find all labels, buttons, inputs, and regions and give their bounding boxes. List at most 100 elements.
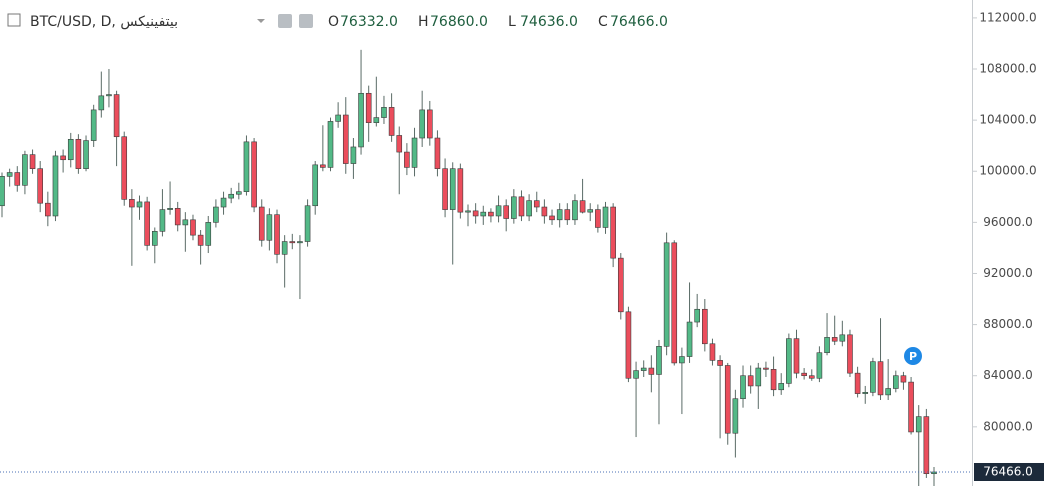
candle-body <box>465 210 471 213</box>
candle-body <box>816 352 823 379</box>
candle-body <box>617 257 624 313</box>
candle-body <box>335 114 341 122</box>
candle-body <box>763 367 769 370</box>
candle-body <box>694 308 700 323</box>
candle-body <box>37 168 43 204</box>
candle-body <box>0 176 5 207</box>
candle-body <box>434 137 441 169</box>
candle-body <box>113 94 120 138</box>
candle-body <box>709 343 716 361</box>
ohlc-value: 76332.0 <box>340 14 398 30</box>
marker[interactable] <box>904 347 922 365</box>
candle-body <box>526 200 532 217</box>
ohlc-key: O <box>328 14 339 30</box>
candle-body <box>220 197 227 208</box>
eye-icon[interactable] <box>278 14 292 28</box>
candle-body <box>167 208 173 210</box>
y-tick-label: 92000.0 <box>983 266 1033 280</box>
candle-body <box>877 361 884 396</box>
y-tick-label: 104000.0 <box>979 113 1036 127</box>
candle-body <box>579 200 586 213</box>
candle-body <box>182 219 189 226</box>
candle-body <box>495 205 502 217</box>
candle-body <box>572 200 578 221</box>
candle-body <box>931 471 937 475</box>
candle-body <box>67 138 74 161</box>
candle-body <box>732 398 739 434</box>
y-tick-label: 80000.0 <box>983 419 1033 433</box>
candle-body <box>159 209 166 232</box>
candle-body <box>541 206 548 217</box>
candle-body <box>281 241 288 255</box>
collapse-icon[interactable] <box>7 13 21 27</box>
y-tick-label: 100000.0 <box>979 164 1036 178</box>
candle-body <box>22 154 28 186</box>
candle-body <box>121 136 128 200</box>
candle-body <box>908 381 914 433</box>
candle-body <box>327 121 334 168</box>
candle-body <box>14 172 21 186</box>
candle-body <box>427 109 433 139</box>
candle-body <box>52 155 59 217</box>
candle-body <box>778 383 785 391</box>
candle-body <box>274 214 280 255</box>
candle-body <box>808 375 815 379</box>
candle-body <box>533 200 540 208</box>
candle-body <box>633 370 639 379</box>
candle-body <box>549 215 555 221</box>
candle-body <box>885 388 891 396</box>
dropdown-icon[interactable] <box>257 19 265 23</box>
candle-body <box>839 334 846 342</box>
candle-body <box>90 109 97 141</box>
candle-body <box>144 201 150 246</box>
candle-body <box>900 375 907 383</box>
candle-body <box>136 201 143 208</box>
ohlc-key: L <box>508 14 516 30</box>
candle-body <box>671 242 678 364</box>
candle-body <box>656 346 662 375</box>
candle-body <box>702 308 708 345</box>
candle-body <box>60 155 66 161</box>
candle-body <box>350 146 357 164</box>
ohlc-value: 76860.0 <box>430 14 488 30</box>
candle-body <box>243 141 250 192</box>
candle-body <box>640 367 647 371</box>
candle-body <box>755 367 762 387</box>
candle-body <box>847 334 853 374</box>
candle-body <box>625 311 632 379</box>
candle-body <box>251 141 257 208</box>
candle-body <box>862 392 869 394</box>
candle-body <box>503 205 509 219</box>
candle-body <box>236 191 242 195</box>
y-tick-label: 96000.0 <box>983 215 1033 229</box>
candle-body <box>793 338 800 374</box>
candle-body <box>411 137 418 168</box>
candle-body <box>213 206 219 223</box>
candle-body <box>205 222 212 246</box>
candle-body <box>342 114 349 164</box>
candle-body <box>404 151 410 168</box>
settings-icon[interactable] <box>299 14 313 28</box>
candle-body <box>381 107 387 118</box>
candle-body <box>6 172 13 177</box>
candle-body <box>320 164 326 168</box>
candle-body <box>480 211 487 217</box>
ohlc-value: 74636.0 <box>520 14 578 30</box>
candle-body <box>740 375 746 400</box>
candle-body <box>824 337 830 354</box>
candle-body <box>75 138 82 169</box>
candle-body <box>472 210 479 217</box>
candle-body <box>442 168 448 210</box>
ohlc-key: C <box>598 14 608 30</box>
candle-body <box>915 416 922 433</box>
candle-body <box>717 360 723 366</box>
candle-body <box>190 219 196 236</box>
candle-body <box>457 168 464 213</box>
last-price-box <box>974 462 1044 481</box>
y-tick-label: 84000.0 <box>983 368 1033 382</box>
candle-body <box>770 369 777 391</box>
candle-body <box>648 367 655 375</box>
candle-body <box>388 107 395 136</box>
candle-body <box>893 375 899 389</box>
